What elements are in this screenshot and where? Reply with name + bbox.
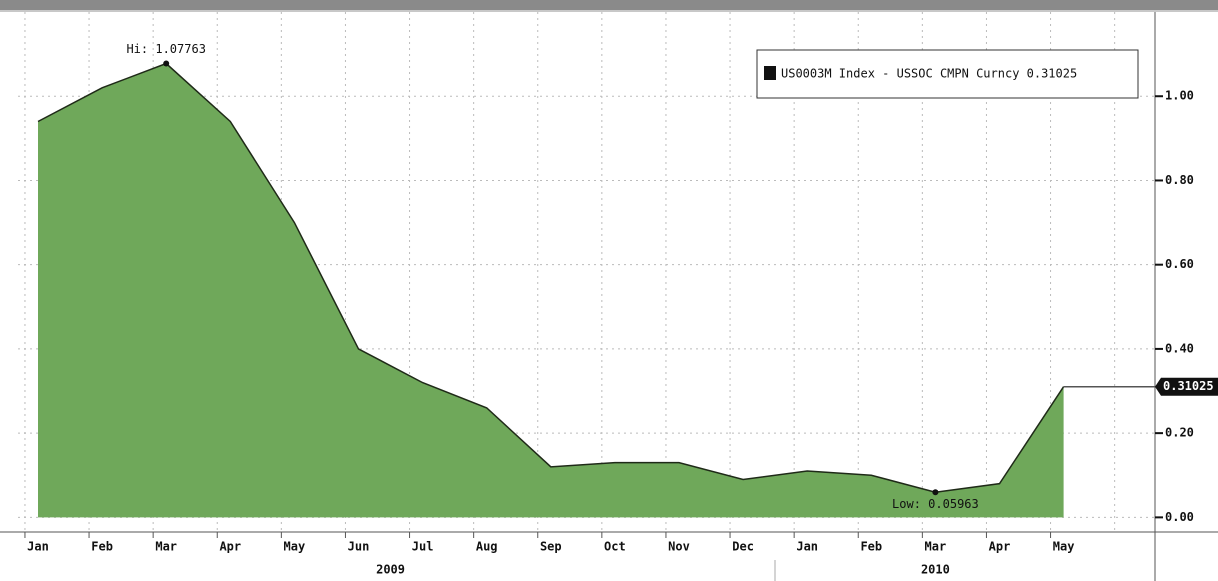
x-tick-label: Oct xyxy=(604,540,626,554)
y-tick-label: 0.20 xyxy=(1165,426,1194,440)
x-tick-label: Jan xyxy=(796,540,818,554)
y-tick-label: 0.40 xyxy=(1165,341,1194,355)
top-bar xyxy=(0,0,1218,10)
hi-marker xyxy=(163,60,170,67)
low-marker xyxy=(932,489,939,496)
x-tick-label: Jun xyxy=(348,540,370,554)
y-tick-label: 0.00 xyxy=(1165,510,1194,524)
x-tick-label: Aug xyxy=(476,540,498,554)
y-tick-label: 0.60 xyxy=(1165,257,1194,271)
x-tick-label: Apr xyxy=(219,540,241,554)
x-tick-label: Nov xyxy=(668,540,690,554)
x-tick-label: Mar xyxy=(155,540,177,554)
x-tick-label: May xyxy=(284,540,306,554)
x-tick-label: Sep xyxy=(540,540,562,554)
low-annotation: Low: 0.05963 xyxy=(892,497,979,511)
line xyxy=(37,62,1065,494)
hi-annotation: Hi: 1.07763 xyxy=(126,42,205,56)
year-label: 2010 xyxy=(921,563,950,577)
last-value-label: 0.31025 xyxy=(1163,379,1214,393)
top-bar-shadow xyxy=(0,10,1218,12)
y-tick-label: 1.00 xyxy=(1165,89,1194,103)
area xyxy=(38,63,1064,518)
legend-swatch xyxy=(764,66,776,80)
x-tick-label: Feb xyxy=(860,540,882,554)
y-tick-label: 0.80 xyxy=(1165,173,1194,187)
x-tick-label: Dec xyxy=(732,540,754,554)
legend: US0003M Index - USSOC CMPN Curncy 0.3102… xyxy=(756,49,1139,99)
last-value-tag xyxy=(1155,377,1218,396)
year-label: 2009 xyxy=(376,563,405,577)
x-tick-label: May xyxy=(1053,540,1075,554)
legend-box xyxy=(756,49,1139,99)
legend-label: US0003M Index - USSOC CMPN Curncy 0.3102… xyxy=(781,67,1077,81)
x-tick-label: Feb xyxy=(91,540,113,554)
x-tick-label: Jul xyxy=(412,540,434,554)
x-tick-label: Jan xyxy=(27,540,49,554)
x-tick-label: Mar xyxy=(925,540,947,554)
x-tick-label: Apr xyxy=(989,540,1011,554)
